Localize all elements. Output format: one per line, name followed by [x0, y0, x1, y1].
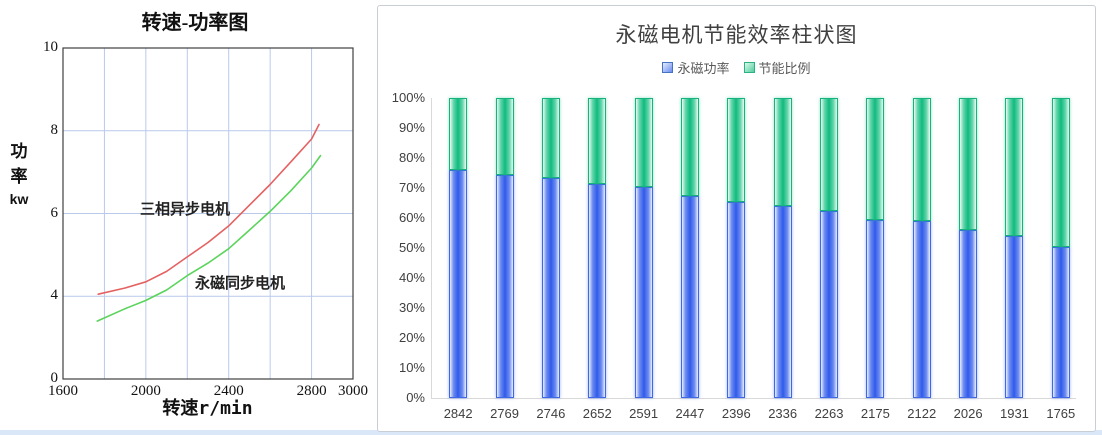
- legend-label-pm-power: 永磁功率: [677, 61, 730, 76]
- category-label: 2122: [907, 406, 937, 421]
- x-tick-label: 2000: [130, 383, 161, 399]
- bar-segment-saving-ratio: [495, 98, 514, 175]
- percent-tick-label: 60%: [398, 210, 425, 225]
- y-tick-label: 4: [50, 287, 59, 304]
- category-label: 1931: [999, 406, 1029, 421]
- category-label: 2447: [675, 406, 705, 421]
- bar-segment-pm-power: [727, 201, 746, 398]
- percent-tick-label: 30%: [398, 300, 425, 315]
- percent-tick-label: 20%: [398, 330, 425, 345]
- bar-segment-pm-power: [959, 230, 978, 398]
- bar-segment-saving-ratio: [541, 98, 560, 178]
- category-label: 2336: [768, 406, 798, 421]
- legend-label-saving-ratio: 节能比例: [758, 61, 811, 76]
- bar-segment-saving-ratio: [1051, 98, 1070, 247]
- right-chart-x-axis-line: [431, 398, 1076, 399]
- left-chart-title: 转速-功率图: [141, 12, 249, 34]
- right-chart-legend: 永磁功率 节能比例: [378, 58, 1095, 77]
- speed-power-line-chart: 转速-功率图 功 率 kw 10 8 6 4 0 1600 2000 2400 2800 300…: [0, 0, 372, 430]
- bar-segment-pm-power: [680, 195, 699, 398]
- series-label-pm-synchronous-motor: 永磁同步电机: [195, 276, 286, 292]
- series-label-asynchronous-motor: 三相异步电机: [140, 202, 231, 218]
- legend-swatch-blue-icon: [662, 62, 674, 73]
- efficiency-bar-chart-panel: 永磁电机节能效率柱状图 永磁功率 节能比例 100% 90% 80% 70% 60% 50…: [377, 5, 1096, 432]
- bar-segment-saving-ratio: [727, 98, 746, 202]
- bar-segment-saving-ratio: [866, 98, 885, 220]
- legend-swatch-green-icon: [743, 62, 755, 73]
- bar-segment-saving-ratio: [1005, 98, 1024, 236]
- legend-item-saving-ratio: 节能比例: [743, 58, 811, 77]
- bar-segment-saving-ratio: [959, 98, 978, 230]
- curve-series-0: [97, 123, 320, 295]
- percent-tick-label: 90%: [398, 120, 425, 135]
- left-chart-y-axis-title: 功 率 kw: [4, 140, 34, 210]
- category-label: 2652: [582, 406, 612, 421]
- category-label: 2263: [814, 406, 844, 421]
- y-axis-title-char1: 功: [10, 142, 28, 161]
- category-label: 2591: [629, 406, 659, 421]
- bar-segment-pm-power: [449, 170, 468, 398]
- category-label: 2026: [953, 406, 983, 421]
- bar-segment-pm-power: [495, 174, 514, 398]
- y-axis-title-unit: kw: [9, 191, 29, 208]
- y-tick-label: 6: [50, 204, 59, 221]
- bar-segment-pm-power: [1051, 246, 1070, 398]
- bar-segment-pm-power: [1005, 236, 1024, 398]
- x-tick-label: 3000: [338, 383, 368, 399]
- percent-tick-label: 80%: [398, 150, 425, 165]
- y-tick-label: 10: [43, 39, 58, 55]
- bar-segment-saving-ratio: [680, 98, 699, 196]
- x-tick-label: 2800: [296, 383, 327, 399]
- bar-segment-saving-ratio: [912, 98, 931, 221]
- bar-segment-pm-power: [912, 221, 931, 398]
- category-label: 2842: [443, 406, 473, 421]
- bar-segment-pm-power: [866, 219, 885, 398]
- y-axis-title-char2: 率: [10, 166, 28, 186]
- x-tick-label: 2400: [213, 383, 244, 399]
- percent-tick-label: 10%: [398, 360, 425, 375]
- bar-segment-pm-power: [773, 206, 792, 398]
- category-label: 2746: [536, 406, 566, 421]
- bar-segment-saving-ratio: [634, 98, 653, 187]
- y-tick-label: 8: [50, 121, 59, 138]
- bar-segment-pm-power: [820, 210, 839, 398]
- right-chart-y-axis-line: [431, 98, 432, 398]
- percent-tick-label: 0%: [406, 390, 425, 405]
- left-chart-x-axis-title: 转速r/min: [162, 398, 253, 419]
- percent-tick-label: 100%: [391, 90, 425, 105]
- bar-segment-pm-power: [588, 183, 607, 398]
- bottom-decor-strip: [0, 430, 1102, 435]
- percent-tick-label: 70%: [398, 180, 425, 195]
- category-label: 2396: [721, 406, 751, 421]
- bar-segment-saving-ratio: [588, 98, 607, 184]
- x-tick-label: 1600: [48, 383, 78, 399]
- right-chart-title: 永磁电机节能效率柱状图: [615, 24, 858, 47]
- bar-segment-saving-ratio: [449, 98, 468, 170]
- category-label: 2175: [860, 406, 890, 421]
- legend-item-pm-power: 永磁功率: [662, 58, 730, 77]
- percent-tick-label: 50%: [398, 240, 425, 255]
- bar-segment-saving-ratio: [773, 98, 792, 206]
- plot-border: [62, 47, 354, 380]
- category-label: 2769: [490, 406, 519, 421]
- y-tick-label: 0: [50, 370, 59, 386]
- bar-segment-saving-ratio: [820, 98, 839, 211]
- line-chart-canvas: [62, 47, 354, 380]
- bar-segment-pm-power: [634, 186, 653, 398]
- bar-segment-pm-power: [541, 177, 560, 398]
- category-label: 1765: [1046, 406, 1076, 421]
- percent-tick-label: 40%: [398, 270, 425, 285]
- right-chart-plot-area: [435, 98, 1084, 398]
- curve-series-1: [96, 154, 322, 322]
